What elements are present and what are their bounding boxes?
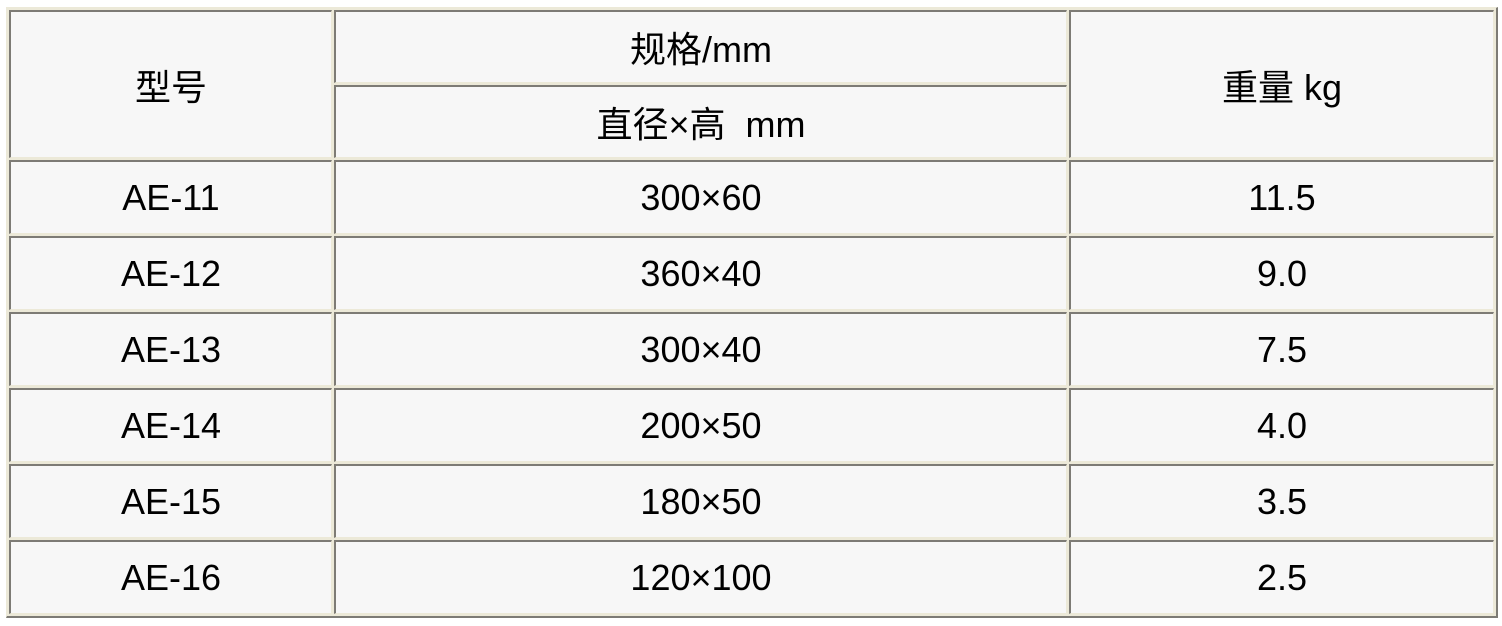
table-row: AE-12 360×40 9.0	[9, 236, 1494, 310]
cell-weight: 9.0	[1069, 236, 1494, 310]
cell-model: AE-12	[9, 236, 332, 310]
cell-size: 360×40	[334, 236, 1067, 310]
cell-model: AE-16	[9, 540, 332, 614]
header-weight: 重量 kg	[1069, 10, 1494, 158]
table-row: AE-14 200×50 4.0	[9, 388, 1494, 462]
cell-size: 120×100	[334, 540, 1067, 614]
cell-size: 300×40	[334, 312, 1067, 386]
spec-table: 型号 规格/mm 重量 kg 直径×高 mm AE-11 300×60 11.5…	[6, 7, 1498, 618]
cell-size: 180×50	[334, 464, 1067, 538]
table-row: AE-13 300×40 7.5	[9, 312, 1494, 386]
header-spec: 规格/mm	[334, 10, 1067, 83]
cell-model: AE-13	[9, 312, 332, 386]
cell-model: AE-14	[9, 388, 332, 462]
table-row: AE-15 180×50 3.5	[9, 464, 1494, 538]
cell-weight: 7.5	[1069, 312, 1494, 386]
cell-weight: 4.0	[1069, 388, 1494, 462]
cell-weight: 11.5	[1069, 160, 1494, 234]
cell-model: AE-15	[9, 464, 332, 538]
header-spec-sub: 直径×高 mm	[334, 85, 1067, 158]
header-model: 型号	[9, 10, 332, 158]
table-row: AE-11 300×60 11.5	[9, 160, 1494, 234]
header-subrow: 直径×高 mm	[9, 85, 1494, 158]
cell-weight: 2.5	[1069, 540, 1494, 614]
header-row: 型号 规格/mm 重量 kg	[9, 10, 1494, 158]
cell-size: 200×50	[334, 388, 1067, 462]
cell-weight: 3.5	[1069, 464, 1494, 538]
cell-size: 300×60	[334, 160, 1067, 234]
cell-model: AE-11	[9, 160, 332, 234]
table-row: AE-16 120×100 2.5	[9, 540, 1494, 614]
